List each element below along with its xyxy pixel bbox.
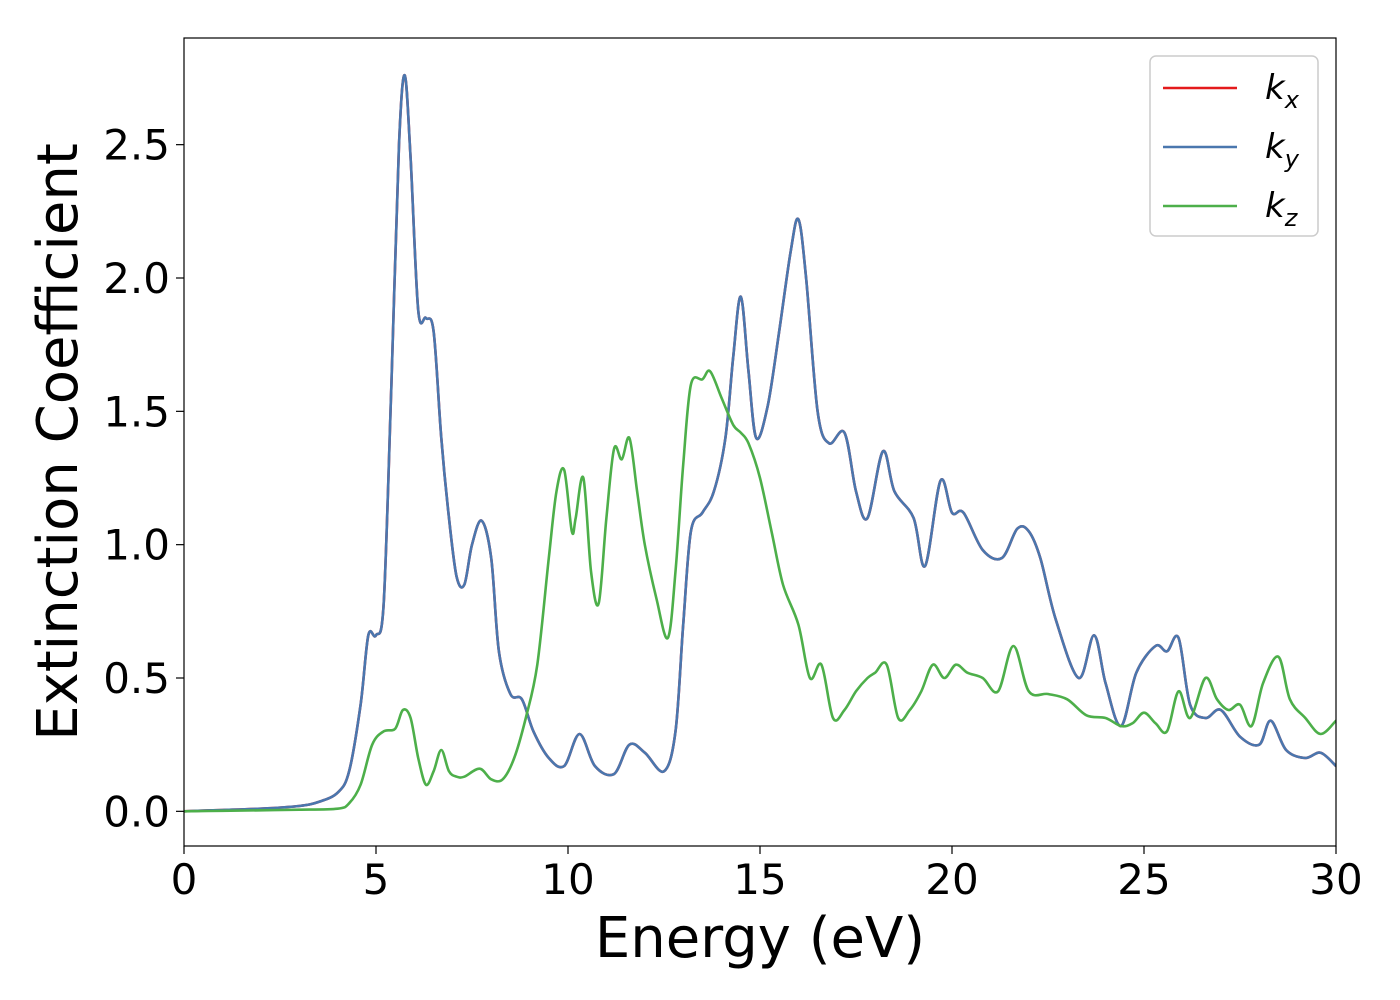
legend-label-base: k bbox=[1265, 68, 1286, 108]
legend-label-x: kx bbox=[1265, 68, 1300, 114]
y-axis-title: Extinction Coefficient bbox=[26, 143, 91, 741]
legend-label-z: kz bbox=[1265, 186, 1299, 232]
x-tick-label: 10 bbox=[541, 855, 594, 904]
x-axis-title: Energy (eV) bbox=[595, 906, 925, 971]
x-tick-label: 15 bbox=[733, 855, 786, 904]
y-tick-label: 2.0 bbox=[103, 254, 170, 303]
legend-label-subscript: z bbox=[1284, 204, 1299, 232]
series-line-y bbox=[184, 73, 1336, 813]
legend-label-base: k bbox=[1265, 186, 1286, 226]
x-tick-label: 25 bbox=[1117, 855, 1170, 904]
y-tick-label: 2.5 bbox=[103, 121, 170, 170]
x-tick-label: 30 bbox=[1309, 855, 1362, 904]
y-tick-label: 1.5 bbox=[103, 387, 170, 436]
series-line-z bbox=[184, 369, 1336, 813]
y-tick-label: 0.5 bbox=[103, 654, 170, 703]
x-tick-label: 20 bbox=[925, 855, 978, 904]
legend-label-subscript: x bbox=[1284, 86, 1300, 114]
y-axis: 0.0 0.5 1.0 1.5 2.0 2.5 bbox=[103, 121, 184, 836]
x-axis: 0 5 10 15 20 25 30 bbox=[171, 846, 1363, 904]
legend-label-base: k bbox=[1265, 127, 1286, 167]
legend-label-subscript: y bbox=[1284, 145, 1300, 173]
x-tick-label: 0 bbox=[171, 855, 198, 904]
x-tick-label: 5 bbox=[363, 855, 390, 904]
series-layer bbox=[184, 73, 1336, 813]
y-tick-label: 0.0 bbox=[103, 787, 170, 836]
y-tick-label: 1.0 bbox=[103, 521, 170, 570]
legend-label-y: ky bbox=[1265, 127, 1300, 173]
